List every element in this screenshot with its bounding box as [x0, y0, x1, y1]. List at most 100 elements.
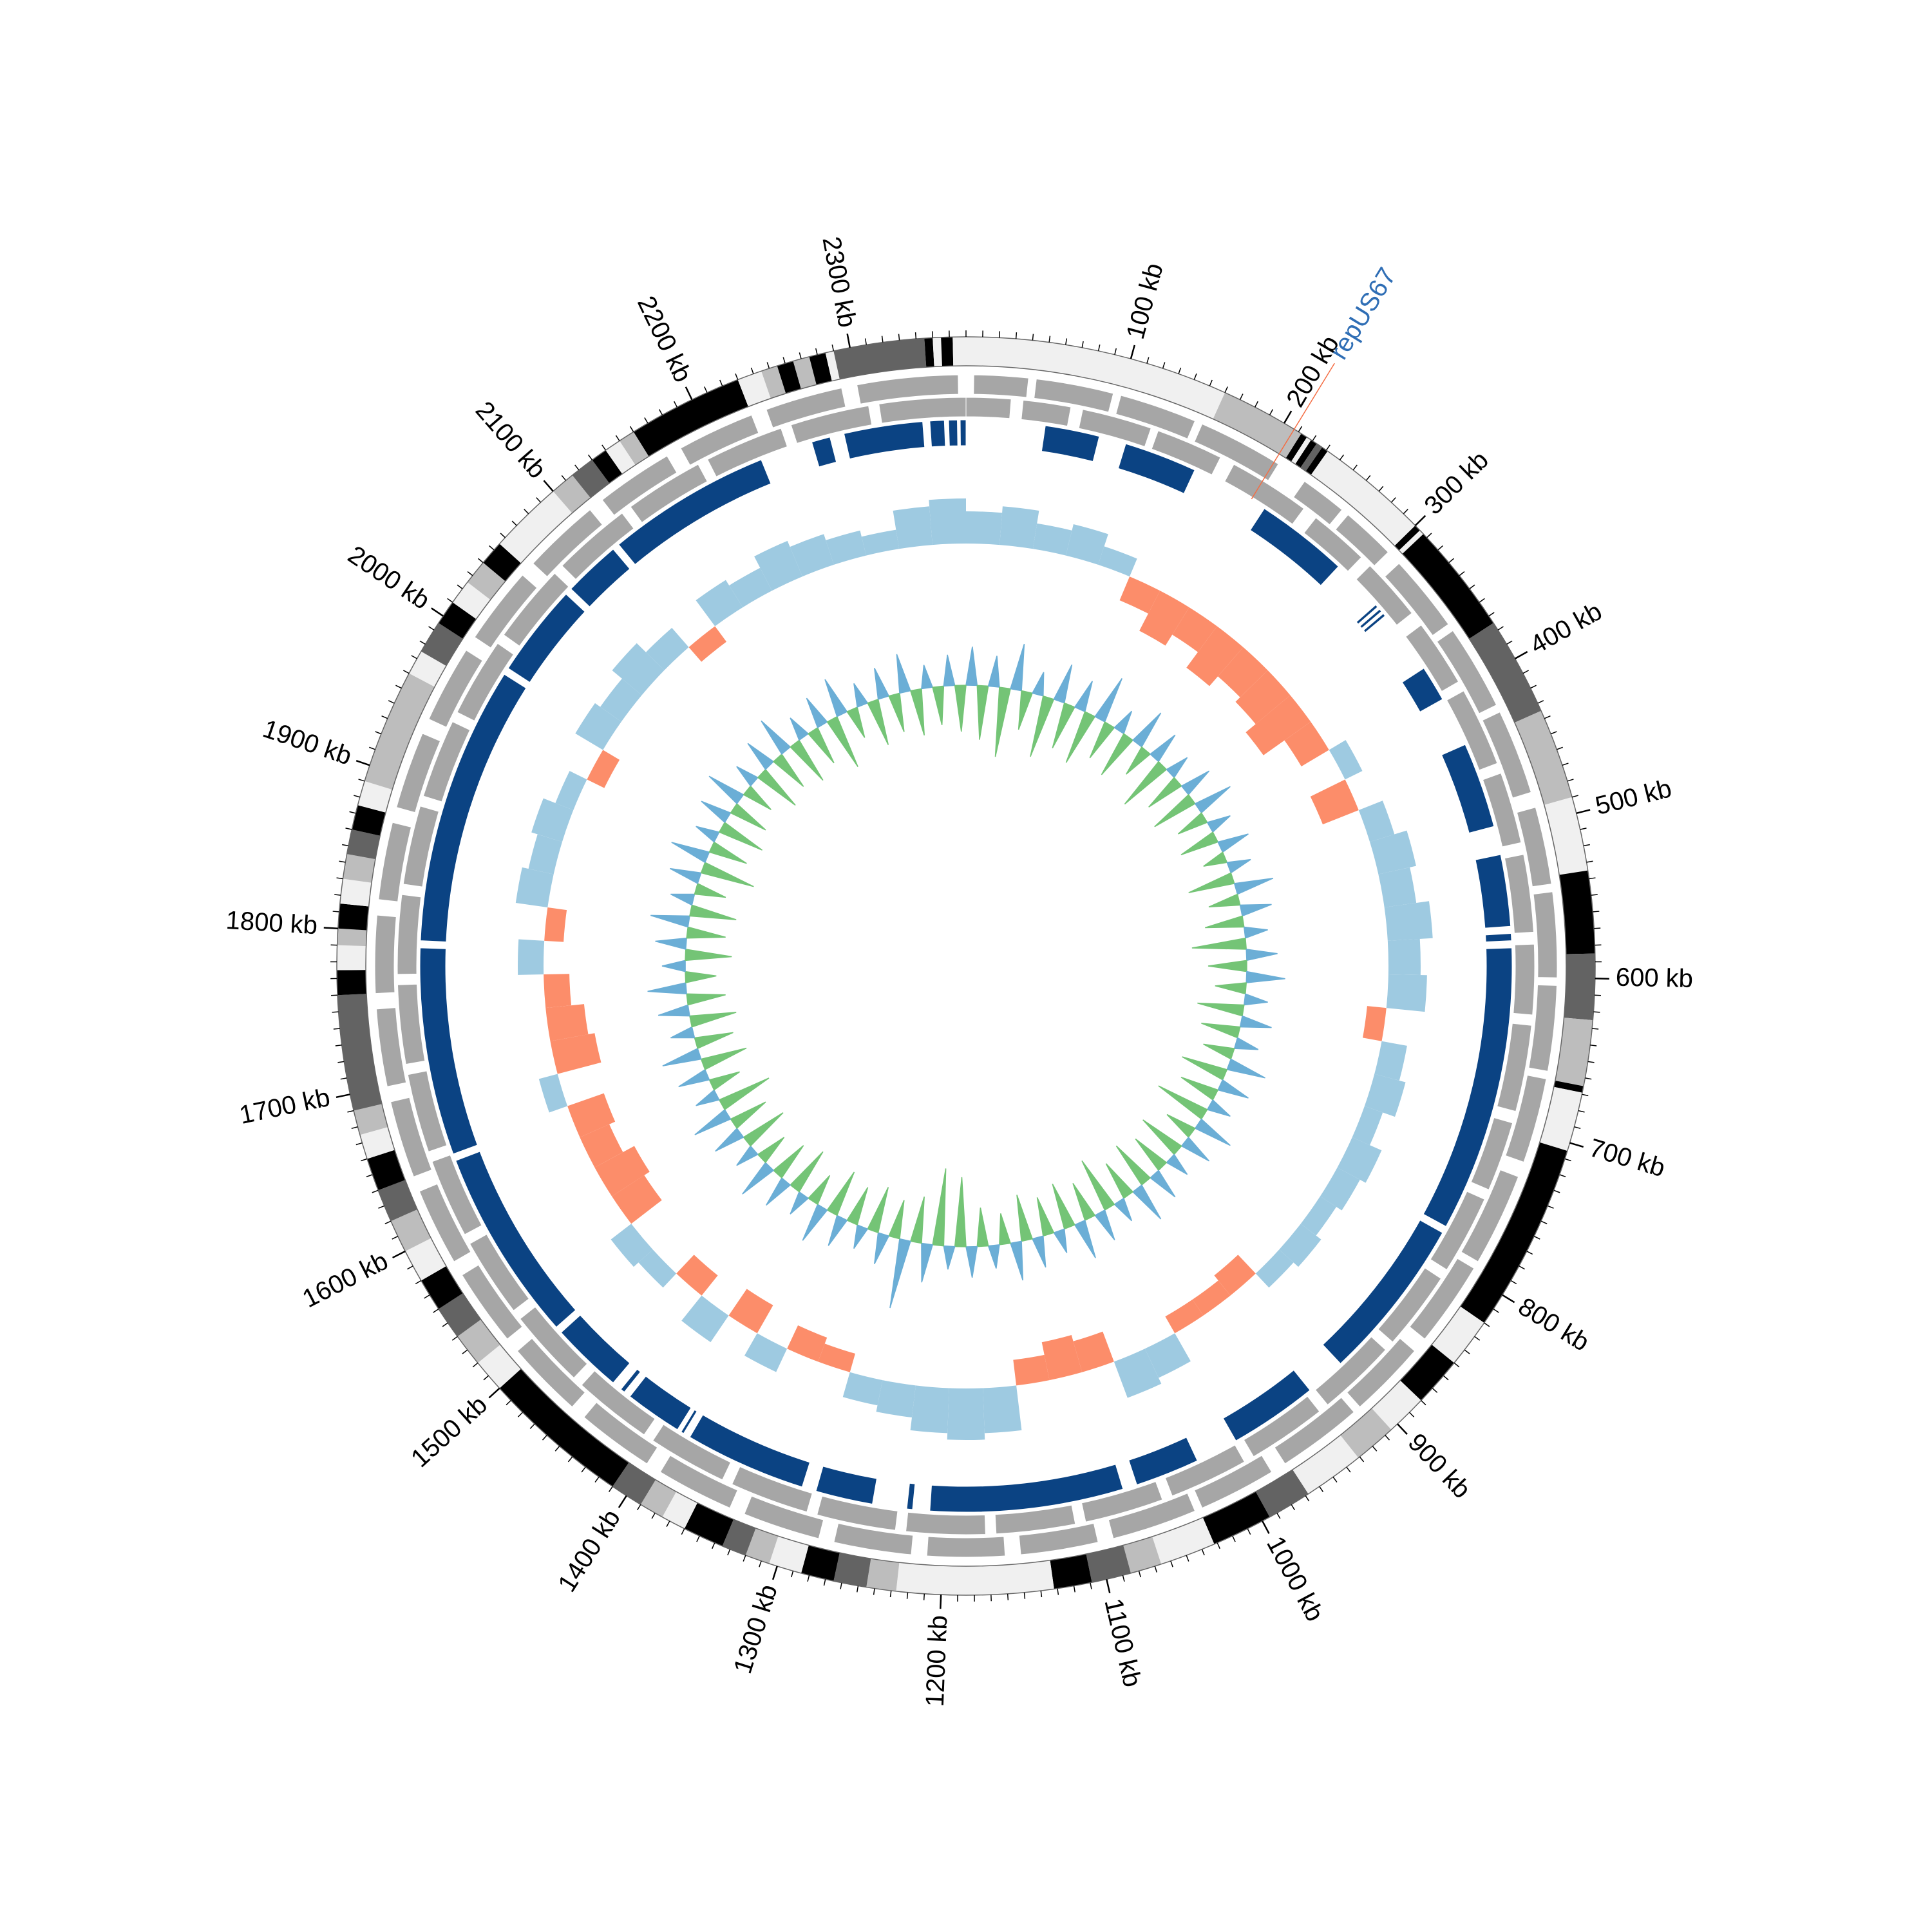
tile: [1243, 1396, 1320, 1457]
minor-tick: [735, 373, 739, 380]
band: [1553, 1081, 1584, 1093]
band: [1539, 1086, 1582, 1151]
tile: [766, 387, 846, 428]
skew-spike: [896, 654, 911, 694]
gc-bar: [676, 1255, 718, 1296]
skew-spike: [807, 1175, 831, 1206]
minor-tick: [411, 655, 417, 659]
minor-tick: [554, 1446, 560, 1452]
minor-tick: [1519, 1265, 1525, 1270]
skew-spike: [772, 753, 804, 787]
gc-bar: [1384, 901, 1433, 941]
skew-spike: [846, 1187, 869, 1226]
tile: [926, 1536, 1006, 1558]
minor-tick: [1170, 1560, 1173, 1567]
skew-spike: [867, 1187, 889, 1234]
gc-bar: [645, 627, 689, 670]
gc-bar: [1364, 1074, 1406, 1117]
band: [1202, 1492, 1270, 1544]
minor-tick: [712, 1542, 715, 1549]
minor-tick: [1510, 1280, 1517, 1285]
skew-spike: [802, 1204, 828, 1241]
tile: [906, 1482, 916, 1510]
skew-spike: [736, 1145, 759, 1166]
minor-tick: [923, 1593, 925, 1600]
minor-tick: [407, 1265, 413, 1270]
minor-tick: [1583, 844, 1590, 847]
tile: [905, 1511, 986, 1535]
tile: [396, 733, 441, 813]
minor-tick: [815, 348, 818, 355]
minor-tick: [1209, 379, 1213, 386]
minor-tick: [381, 715, 388, 719]
gc-bar: [1370, 830, 1416, 875]
skew-spike: [828, 1215, 848, 1246]
skew-spike: [1166, 1113, 1196, 1139]
gc-bar: [1113, 1349, 1162, 1398]
minor-tick: [351, 1126, 358, 1130]
skew-spike: [1031, 1235, 1046, 1268]
skew-spike: [932, 685, 945, 726]
major-tick: [392, 1250, 406, 1259]
minor-tick: [743, 1555, 746, 1562]
minor-tick: [378, 1205, 385, 1209]
tile: [1314, 1336, 1387, 1406]
tile: [1497, 1023, 1532, 1112]
tile: [397, 894, 422, 975]
tile: [706, 428, 788, 477]
minor-tick: [864, 338, 867, 345]
skew-spike: [736, 766, 759, 787]
minor-tick: [1497, 626, 1504, 630]
gc-bar: [729, 567, 772, 608]
skew-spike: [685, 971, 717, 983]
tile: [1401, 667, 1443, 712]
skew-spike: [1124, 761, 1168, 805]
minor-tick: [1325, 444, 1331, 451]
band: [357, 781, 393, 813]
band: [1311, 451, 1416, 546]
skew-spike: [1154, 793, 1196, 828]
tile: [428, 650, 483, 728]
skew-spike: [1018, 690, 1034, 730]
skew-spike: [987, 1244, 1000, 1269]
minor-tick: [1339, 454, 1345, 460]
minor-tick: [1032, 334, 1034, 341]
skew-spike: [921, 1242, 934, 1283]
minor-tick: [1276, 1512, 1281, 1519]
minor-tick: [335, 1044, 342, 1046]
major-tick: [1514, 650, 1528, 659]
minor-tick: [1097, 344, 1101, 352]
band: [477, 1344, 522, 1388]
tile: [1078, 409, 1151, 448]
skew-spike: [1166, 1153, 1188, 1175]
tick-label: 600 kb: [1615, 963, 1693, 993]
skew-spike: [1158, 1085, 1208, 1120]
band: [777, 361, 801, 393]
gc-bar: [999, 506, 1039, 549]
minor-tick: [355, 1142, 363, 1146]
skew-spike: [686, 993, 726, 1006]
tile: [1505, 1075, 1547, 1163]
gc-bar: [893, 506, 933, 549]
tile: [1528, 984, 1558, 1072]
minor-tick: [1232, 1535, 1236, 1542]
skew-spike: [1132, 712, 1162, 748]
tile: [519, 1306, 588, 1379]
gc-bar: [1255, 1249, 1294, 1288]
skew-spike: [718, 1077, 770, 1111]
band: [825, 350, 840, 381]
major-tick: [488, 1387, 500, 1399]
band: [1123, 1537, 1162, 1573]
skew-spike: [730, 1101, 766, 1130]
gc-bar: [1310, 779, 1359, 825]
minor-tick: [1193, 373, 1197, 380]
gc-bar: [1352, 1106, 1383, 1146]
tile: [1513, 943, 1535, 1016]
minor-tick: [1469, 584, 1475, 589]
tile: [1034, 378, 1114, 413]
skew-spike: [715, 1127, 744, 1152]
minor-tick: [873, 1588, 875, 1595]
tick-label: 1800 kb: [225, 906, 319, 940]
